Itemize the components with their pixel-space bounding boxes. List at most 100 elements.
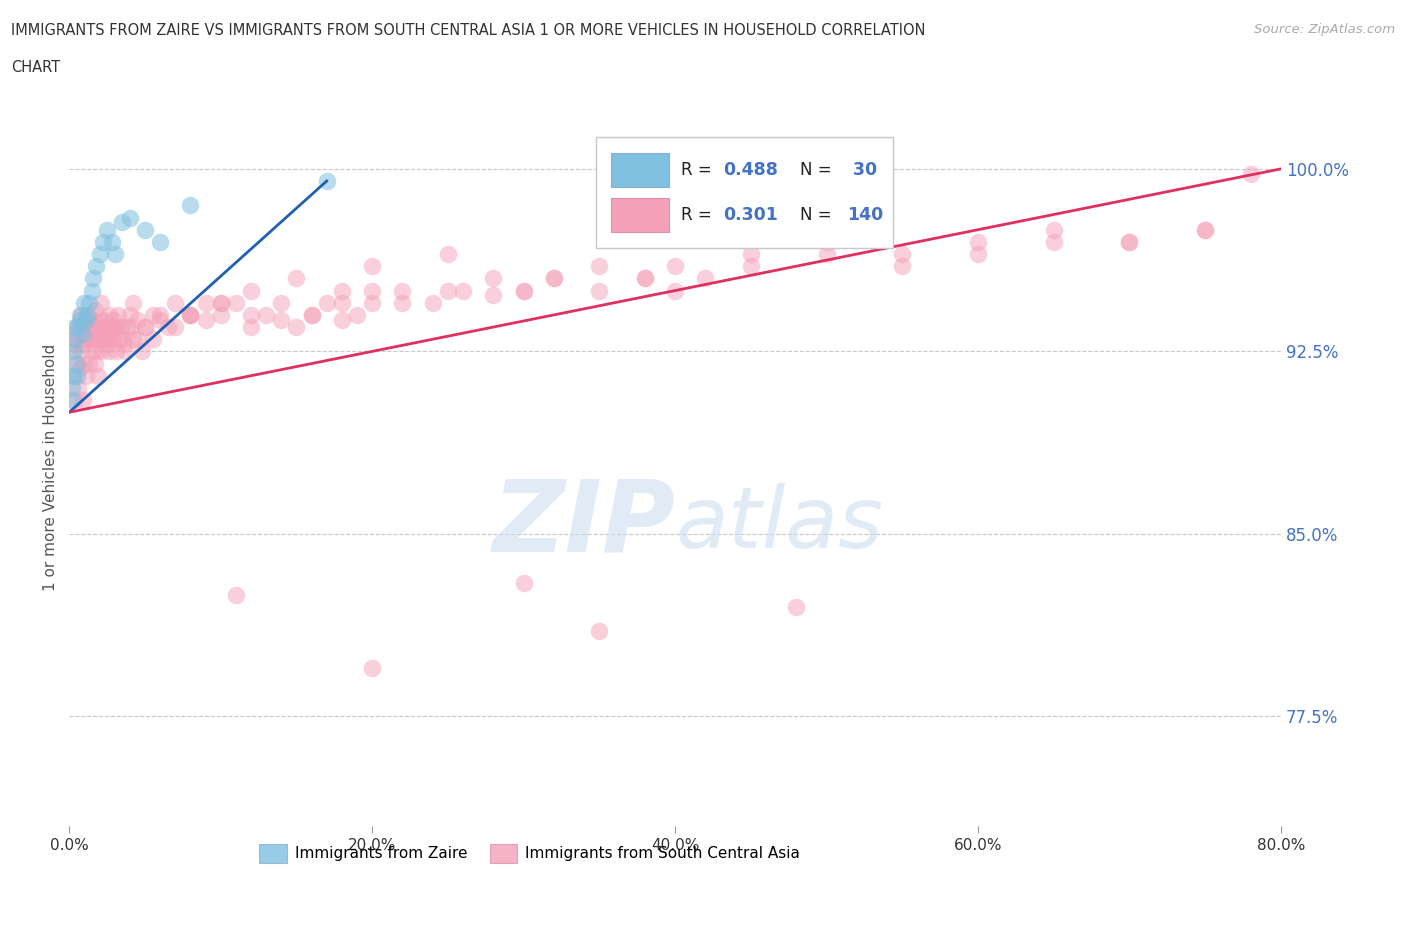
Point	[543, 271, 565, 286]
Text: atlas: atlas	[675, 483, 883, 566]
Point	[815, 234, 838, 249]
Point	[82, 312, 104, 327]
Point	[785, 600, 807, 615]
Point	[285, 271, 308, 286]
Point	[60, 392, 83, 407]
Point	[118, 320, 141, 335]
Point	[437, 283, 460, 298]
Point	[156, 320, 179, 335]
Point	[209, 296, 232, 311]
Point	[361, 660, 384, 675]
Point	[1042, 234, 1064, 249]
Point	[225, 296, 247, 311]
Point	[90, 296, 112, 311]
Point	[100, 327, 122, 342]
Point	[967, 234, 990, 249]
Point	[131, 344, 153, 359]
Text: Source: ZipAtlas.com: Source: ZipAtlas.com	[1254, 23, 1395, 36]
Point	[72, 327, 94, 342]
Point	[75, 332, 97, 347]
Point	[361, 259, 384, 273]
Point	[1194, 222, 1216, 237]
Text: 30: 30	[848, 161, 877, 179]
Point	[70, 344, 93, 359]
Point	[107, 308, 129, 323]
Point	[75, 312, 97, 327]
Point	[62, 368, 84, 383]
Point	[62, 344, 84, 359]
Point	[149, 234, 172, 249]
Point	[330, 283, 353, 298]
Point	[1118, 234, 1140, 249]
Point	[94, 320, 117, 335]
Point	[127, 332, 149, 347]
Point	[240, 283, 263, 298]
Point	[77, 356, 100, 371]
Point	[482, 288, 505, 303]
Text: R =: R =	[681, 161, 717, 179]
Point	[209, 308, 232, 323]
Point	[111, 332, 134, 347]
Point	[179, 308, 201, 323]
Point	[77, 296, 100, 311]
Text: N =: N =	[800, 206, 837, 224]
Point	[65, 392, 87, 407]
Point	[512, 283, 534, 298]
Point	[91, 327, 114, 342]
Point	[79, 320, 101, 335]
Point	[86, 344, 108, 359]
Point	[105, 344, 128, 359]
Point	[65, 356, 87, 371]
Point	[740, 246, 762, 261]
Point	[118, 308, 141, 323]
Point	[664, 283, 686, 298]
Point	[70, 320, 93, 335]
Point	[87, 332, 110, 347]
Y-axis label: 1 or more Vehicles in Household: 1 or more Vehicles in Household	[44, 343, 58, 591]
Point	[114, 344, 136, 359]
Point	[634, 271, 657, 286]
Point	[67, 380, 90, 395]
Point	[361, 283, 384, 298]
Point	[84, 356, 107, 371]
Point	[512, 283, 534, 298]
Point	[330, 296, 353, 311]
Point	[60, 344, 83, 359]
Point	[100, 234, 122, 249]
Point	[97, 344, 120, 359]
Point	[588, 259, 610, 273]
Point	[815, 246, 838, 261]
Point	[1194, 222, 1216, 237]
Point	[1240, 166, 1263, 181]
Point	[89, 246, 111, 261]
Point	[451, 283, 474, 298]
Point	[361, 296, 384, 311]
Point	[110, 320, 132, 335]
Point	[91, 320, 114, 335]
Point	[121, 296, 143, 311]
Point	[179, 198, 201, 213]
Point	[115, 320, 138, 335]
Point	[80, 327, 103, 342]
Point	[112, 337, 135, 352]
Point	[315, 296, 337, 311]
Legend: Immigrants from Zaire, Immigrants from South Central Asia: Immigrants from Zaire, Immigrants from S…	[253, 838, 806, 869]
Bar	[610, 198, 669, 232]
Point	[315, 174, 337, 189]
Point	[179, 308, 201, 323]
Text: ZIP: ZIP	[492, 476, 675, 573]
Point	[66, 320, 89, 335]
Point	[134, 320, 156, 335]
Point	[391, 296, 413, 311]
Point	[90, 344, 112, 359]
Point	[118, 210, 141, 225]
Point	[73, 320, 96, 335]
Point	[141, 332, 163, 347]
Point	[301, 308, 323, 323]
Point	[104, 320, 127, 335]
Point	[76, 332, 98, 347]
Point	[391, 283, 413, 298]
Point	[285, 320, 308, 335]
Point	[121, 332, 143, 347]
Point	[86, 259, 108, 273]
